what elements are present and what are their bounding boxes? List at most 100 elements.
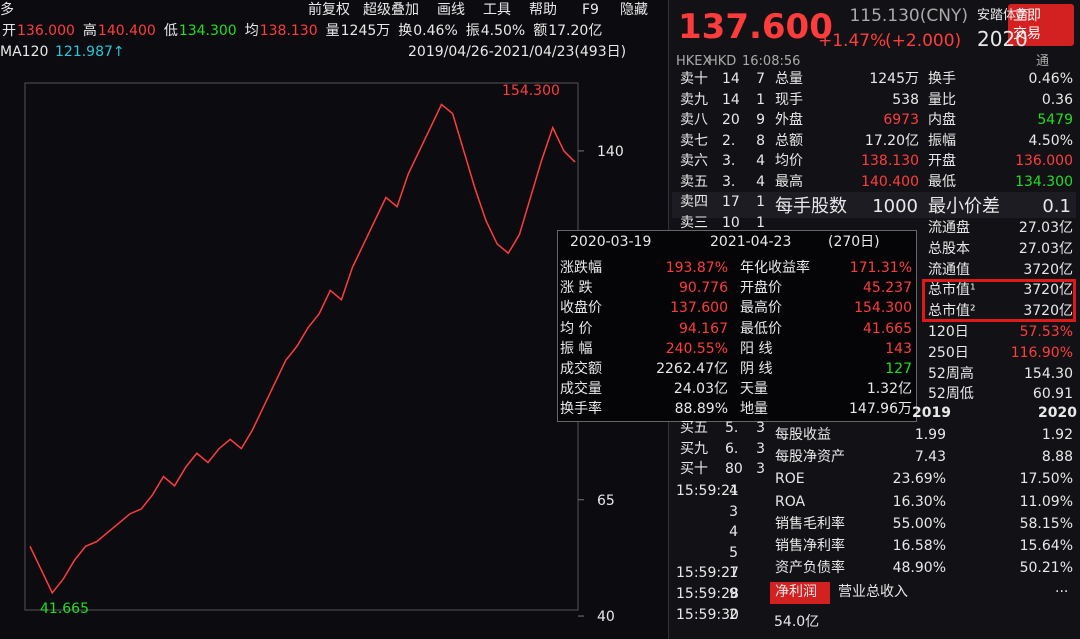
quote-value: 0.46%: [413, 23, 458, 39]
ask-price: 10: [722, 214, 740, 231]
menu-item[interactable]: 帮助: [529, 2, 557, 18]
stat-label: 换手率: [560, 401, 602, 418]
tick-time: 15:59:27: [676, 565, 739, 582]
ask-price: 3.: [722, 173, 736, 190]
bid-volume: 3: [756, 420, 765, 436]
menu-item[interactable]: 画线: [437, 2, 465, 18]
stat-value: 0.46%: [1028, 71, 1073, 87]
tick-time: 15:59:21: [676, 483, 739, 499]
change-abs: (+2.000): [885, 31, 962, 51]
stat-value: 240.55%: [665, 340, 728, 357]
tick-volume: 4: [729, 524, 738, 541]
active-tab[interactable]: [770, 582, 830, 604]
stat-value: 136.000: [1015, 153, 1073, 169]
fin-label: ROA: [775, 493, 806, 510]
stat-value: 143: [885, 340, 912, 357]
tab[interactable]: ···: [1055, 584, 1069, 600]
fin-value: 1.92: [1041, 427, 1073, 443]
tick-volume: 3: [729, 503, 738, 520]
stat-value: 0.36: [1041, 91, 1073, 108]
stat-label: 均价: [775, 153, 803, 169]
days: (270日): [828, 234, 880, 250]
bid-level: 买十: [680, 461, 708, 477]
stat-label: 涨跌幅: [560, 260, 602, 276]
ask-level: 卖十: [680, 71, 708, 87]
tick-label: 最小价差: [928, 196, 1000, 217]
stat-label: 收盘价: [560, 300, 602, 317]
stat-value: 90.776: [679, 280, 728, 297]
fund-value: 60.91: [1032, 386, 1073, 403]
stat-value: 6973: [883, 112, 919, 128]
quote-value: 140.400: [97, 23, 156, 39]
bid-price: 80: [725, 461, 743, 477]
stat-label: 现手: [775, 91, 803, 108]
date-to: 2021-04-23: [710, 234, 792, 250]
fund-value: 57.53%: [1019, 324, 1073, 340]
fin-value: 17.50%: [1019, 471, 1073, 488]
quote-value: 134.300: [178, 23, 237, 39]
ask-price: 2.: [722, 132, 736, 149]
stat-value: 193.87%: [665, 260, 728, 276]
fund-value: 3720亿: [1023, 282, 1073, 299]
menu-item[interactable]: 隐藏: [620, 2, 648, 18]
menu-item[interactable]: 工具: [483, 2, 511, 18]
stat-label: 内盘: [928, 112, 956, 128]
fund-label: 流通值: [928, 261, 970, 278]
tab[interactable]: 净利润: [775, 584, 817, 600]
ask-volume: 7: [756, 71, 765, 87]
stat-value: 171.31%: [849, 260, 912, 276]
ask-price: 3.: [722, 153, 736, 169]
date-range[interactable]: 2019/04/26-2021/04/23(493日): [408, 44, 627, 60]
quote-value: 17.20亿: [548, 23, 603, 39]
stat-value: 154.300: [854, 300, 912, 317]
bid-volume: 3: [756, 440, 765, 457]
trade-label[interactable]: 立即交易: [1013, 8, 1041, 42]
lot-value: 1000: [872, 196, 918, 217]
y-tick-label: 40: [597, 609, 615, 625]
stat-label: 总量: [775, 71, 803, 87]
time: 16:08:56: [742, 54, 801, 69]
ask-level: 卖六: [680, 153, 708, 169]
fund-value: 3720亿: [1023, 303, 1073, 320]
fund-label: 流通盘: [928, 220, 970, 236]
fin-value: 48.90%: [892, 560, 946, 577]
stat-value: 134.300: [1015, 173, 1073, 190]
y-tick-label: 140: [597, 144, 624, 160]
exchange: HKEX: [676, 54, 712, 69]
currency: HKD: [708, 54, 737, 69]
stat-label: 天量: [740, 381, 768, 398]
fin-value: 50.21%: [1019, 560, 1073, 577]
fin-label: 资产负债率: [775, 560, 845, 577]
cny-price: 115.130(CNY): [849, 6, 968, 26]
profit-value: 54.0亿: [774, 614, 820, 630]
high-label: 154.300: [502, 83, 560, 99]
menu-item[interactable]: F9: [582, 2, 599, 18]
fund-label: 总股本: [928, 240, 970, 257]
tick-volume: 5: [729, 544, 738, 561]
stat-label: 开盘价: [740, 280, 782, 297]
tick-volume: 4: [729, 483, 738, 499]
trade-button[interactable]: [1008, 4, 1074, 46]
fin-label: ROE: [775, 471, 805, 488]
ask-volume: 4: [756, 173, 765, 190]
stat-value: 17.20亿: [864, 132, 919, 149]
highlight-box: [922, 279, 1076, 322]
tab[interactable]: 营业总收入: [838, 584, 908, 600]
fund-value: 116.90%: [1010, 344, 1073, 361]
range-popup: [557, 230, 917, 422]
stat-value: 94.167: [679, 320, 728, 337]
tick-value: 0.1: [1042, 196, 1071, 217]
stat-value: 1.32亿: [866, 381, 912, 398]
fin-value: 15.64%: [1019, 538, 1073, 554]
ask-volume: 4: [756, 153, 765, 169]
stat-value: 5479: [1037, 112, 1073, 128]
side: 多: [0, 2, 14, 18]
quote-label: 额: [533, 23, 548, 39]
ask-level: 卖三: [680, 214, 708, 231]
fin-value: 23.69%: [892, 471, 946, 488]
quote-value: 136.000: [17, 23, 75, 39]
menu-item[interactable]: 前复权: [308, 2, 350, 18]
fin-label: 每股净资产: [775, 449, 845, 466]
menu-item[interactable]: 超级叠加: [363, 2, 419, 18]
ask-price: 14: [722, 91, 740, 108]
